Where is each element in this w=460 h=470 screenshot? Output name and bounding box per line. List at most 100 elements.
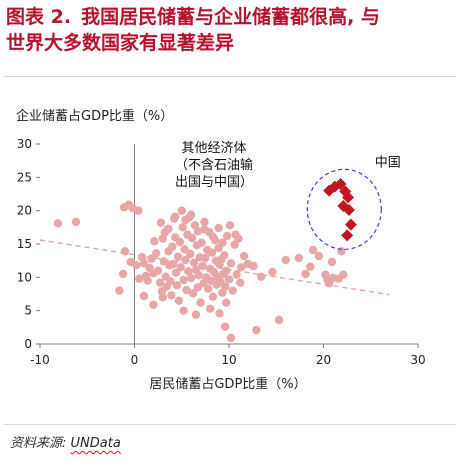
- other-economy-point: [53, 219, 63, 228]
- other-economy-point: [200, 217, 209, 227]
- trendline-group: [39, 239, 390, 296]
- figure-title: 图表 2. 我国居民储蓄与企业储蓄都很高, 与 世界大多数国家有显著差异: [6, 4, 454, 56]
- other-economy-point: [198, 261, 207, 271]
- china-annotation: 中国: [375, 156, 401, 171]
- other-economy-point: [134, 206, 143, 215]
- other-economy-point: [191, 310, 201, 319]
- others-annotation-line: 其他经济体: [181, 141, 246, 156]
- other-economy-point: [152, 249, 161, 258]
- other-economy-point: [189, 258, 199, 267]
- other-economy-point: [239, 251, 249, 261]
- other-economy-point: [327, 257, 337, 267]
- other-economy-point: [174, 296, 184, 305]
- other-economy-point: [205, 304, 215, 313]
- other-economy-point: [268, 267, 277, 277]
- other-economy-point: [150, 237, 159, 246]
- other-economy-point: [178, 223, 187, 232]
- other-economy-point: [196, 298, 205, 307]
- other-economy-point: [218, 238, 227, 247]
- x-tick-label: 10: [221, 353, 236, 367]
- other-economy-point: [158, 293, 168, 302]
- other-economy-point: [256, 272, 266, 281]
- other-economy-point: [220, 251, 229, 260]
- top-divider: [4, 76, 456, 77]
- other-economy-point: [118, 269, 128, 279]
- china-point: [339, 185, 352, 198]
- other-economy-point: [201, 253, 210, 263]
- trendline: [39, 239, 390, 296]
- other-economy-point: [193, 227, 203, 236]
- other-economy-point: [184, 267, 193, 276]
- x-axis-label: 居民储蓄占GDP比重（%）: [149, 376, 306, 392]
- other-economy-point: [221, 298, 231, 307]
- other-economy-point: [200, 225, 209, 234]
- other-economy-point: [224, 275, 234, 284]
- other-economy-point: [301, 269, 310, 279]
- x-tick-label: 0: [131, 353, 139, 367]
- other-economy-point: [274, 315, 284, 325]
- x-tick-label: 20: [316, 353, 331, 367]
- other-economy-point: [179, 306, 188, 315]
- other-economy-point: [187, 273, 196, 283]
- other-economy-point: [175, 237, 185, 247]
- other-economy-point: [177, 206, 186, 215]
- source-label: 资料来源:: [10, 436, 67, 451]
- other-economy-point: [187, 210, 196, 219]
- other-economy-point: [155, 278, 165, 287]
- other-economy-point: [252, 325, 261, 335]
- other-economy-point: [170, 212, 180, 221]
- other-economy-point: [166, 277, 175, 286]
- data-points: [53, 178, 357, 343]
- other-economy-point: [135, 274, 144, 283]
- other-economy-point: [139, 291, 149, 301]
- y-tick-label: 0: [24, 337, 32, 351]
- china-point: [323, 184, 336, 197]
- y-tick-label: 25: [17, 170, 32, 184]
- source-note: 资料来源: UNData: [10, 432, 121, 451]
- y-tick-label: 15: [17, 237, 32, 251]
- other-economy-point: [207, 248, 217, 257]
- other-economy-point: [306, 262, 315, 271]
- other-economy-point: [143, 276, 152, 285]
- other-economy-point: [139, 259, 149, 268]
- other-economy-point: [208, 232, 218, 241]
- china-point: [342, 191, 355, 204]
- other-economy-point: [294, 253, 304, 263]
- other-economy-point: [221, 282, 230, 291]
- other-economy-point: [228, 286, 237, 295]
- x-tick-label: -10: [30, 353, 50, 367]
- china-point: [328, 180, 341, 193]
- other-economy-point: [214, 223, 223, 233]
- other-economy-point: [132, 261, 141, 270]
- other-economy-point: [186, 249, 195, 259]
- other-economy-point: [226, 333, 236, 343]
- other-economy-point: [208, 292, 218, 301]
- figure-number: 图表 2.: [6, 6, 72, 28]
- other-economy-point: [215, 309, 224, 318]
- other-economy-point: [176, 263, 186, 272]
- other-economy-point: [187, 233, 197, 243]
- y-tick-label: 20: [17, 204, 32, 218]
- x-tick-label: 30: [410, 353, 425, 367]
- china-point: [344, 218, 357, 231]
- other-economy-point: [156, 218, 166, 227]
- other-economy-point: [237, 263, 246, 272]
- other-economy-point: [115, 286, 124, 295]
- y-tick-label: 30: [17, 137, 32, 151]
- other-economy-point: [169, 259, 178, 269]
- china-point: [341, 229, 354, 242]
- title-line-1: 图表 2. 我国居民储蓄与企业储蓄都很高, 与: [6, 4, 454, 30]
- other-economy-point: [204, 284, 213, 293]
- other-economy-point: [194, 271, 203, 280]
- other-economy-point: [339, 270, 348, 279]
- other-economy-point: [168, 242, 177, 251]
- other-economy-point: [120, 247, 130, 256]
- other-economy-point: [182, 285, 191, 295]
- others-annotation-line: 出国与中国）: [175, 175, 253, 190]
- other-economy-point: [188, 289, 198, 298]
- china-point: [343, 204, 356, 216]
- other-economy-point: [232, 270, 241, 279]
- y-axis-label: 企业储蓄占GDP比重（%）: [16, 108, 173, 124]
